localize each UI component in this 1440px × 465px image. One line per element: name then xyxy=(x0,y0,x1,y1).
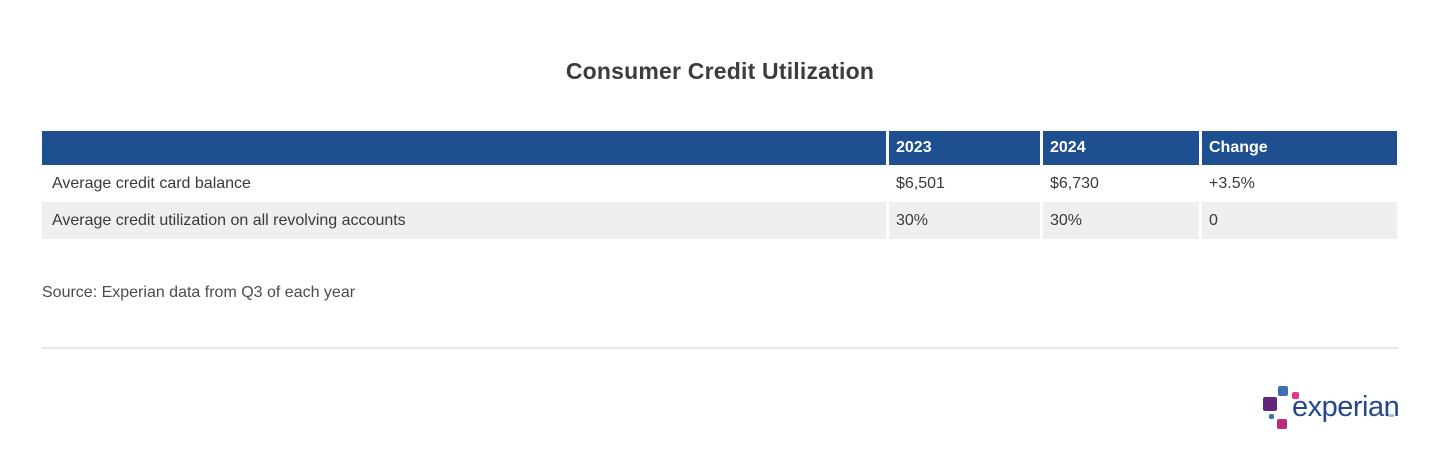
experian-logo: experian ™ xyxy=(1258,376,1400,436)
experian-wordmark: experian xyxy=(1292,391,1400,423)
row-label: Average credit utilization on all revolv… xyxy=(52,211,406,229)
logo-square-pink-icon xyxy=(1277,419,1287,429)
source-note: Source: Experian data from Q3 of each ye… xyxy=(42,284,356,301)
header-cell-change: Change xyxy=(1199,131,1397,165)
header-cell-metric xyxy=(42,131,886,165)
credit-utilization-table: 2023 2024 Change Average credit card bal… xyxy=(42,131,1397,239)
value-2023: 30% xyxy=(886,202,1040,239)
header-cell-2023: 2023 xyxy=(886,131,1040,165)
value-2024: $6,730 xyxy=(1040,165,1199,202)
trademark-symbol: ™ xyxy=(1387,414,1394,421)
logo-square-blue-icon xyxy=(1278,386,1288,396)
value-2023: $6,501 xyxy=(886,165,1040,202)
row-label: Average credit card balance xyxy=(52,174,251,192)
page-title: Consumer Credit Utilization xyxy=(565,58,875,84)
logo-dot-blue-icon xyxy=(1269,414,1274,419)
logo-square-magenta-icon xyxy=(1292,392,1299,399)
logo-square-purple-icon xyxy=(1263,397,1277,411)
value-change: 0 xyxy=(1199,202,1397,239)
header-cell-2024: 2024 xyxy=(1040,131,1199,165)
horizontal-divider xyxy=(42,347,1398,349)
table-row: Average credit utilization on all revolv… xyxy=(42,202,1397,239)
value-change: +3.5% xyxy=(1199,165,1397,202)
table-header-row: 2023 2024 Change xyxy=(42,131,1397,165)
table-row: Average credit card balance $6,501 $6,73… xyxy=(42,165,1397,202)
value-2024: 30% xyxy=(1040,202,1199,239)
